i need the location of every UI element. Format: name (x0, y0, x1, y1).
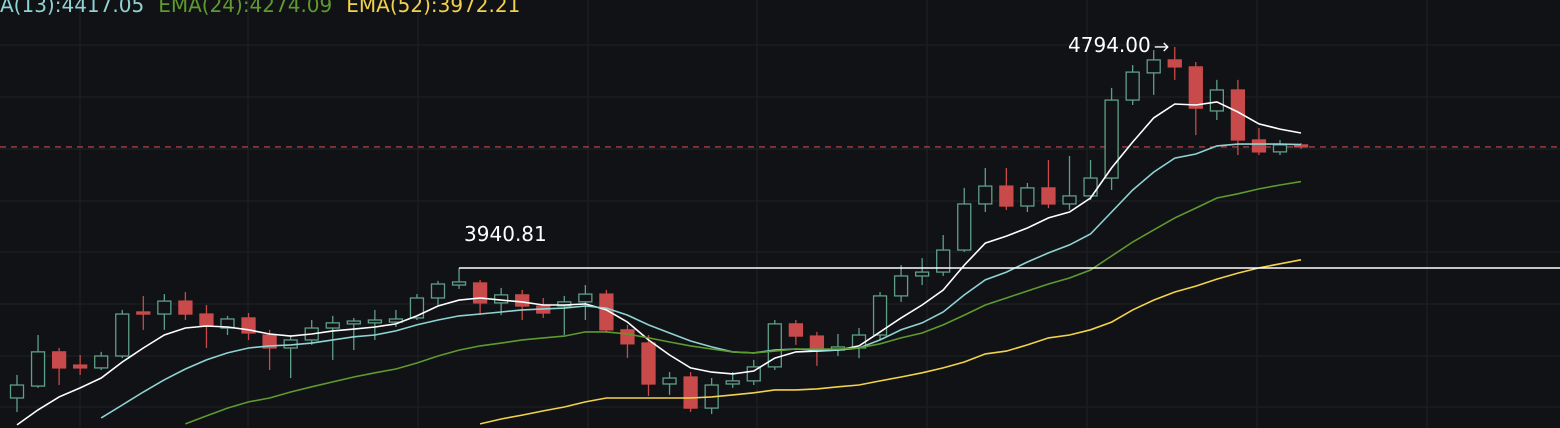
candle-body (1104, 99, 1119, 179)
candle-body (115, 313, 130, 357)
candle-body (936, 249, 951, 273)
candle-body (1125, 71, 1140, 101)
candle-body (957, 203, 972, 251)
candle-body (136, 311, 151, 315)
legend-entry: A(13):4417.05 (0, 0, 144, 17)
candle-body (430, 283, 446, 299)
candle-body (51, 351, 67, 369)
candle-body (515, 294, 530, 307)
candle-body (809, 335, 825, 351)
candle-body (999, 185, 1014, 207)
candle-body (767, 323, 782, 368)
legend-entry: EMA(52):3972.21 (346, 0, 520, 17)
indicator-line (16, 101, 1302, 426)
candle-body (157, 300, 172, 315)
indicator-line (185, 180, 1302, 425)
candle-body (893, 275, 909, 297)
candle-body (1293, 144, 1309, 148)
candle-body (367, 319, 383, 324)
candle-body (73, 364, 88, 369)
candle-body (94, 355, 109, 369)
candle-body (1209, 89, 1224, 112)
candle-body (9, 384, 25, 399)
candle-body (620, 329, 635, 345)
candle-body (578, 293, 593, 303)
candle-body (662, 377, 677, 385)
candle-body (325, 322, 340, 329)
candle-body (1188, 66, 1203, 109)
candle-body (346, 320, 361, 325)
candle-body (178, 300, 193, 315)
candle-body (978, 185, 993, 205)
legend-entry: EMA(24):4274.09 (158, 0, 332, 17)
annotation-arrow (1154, 42, 1169, 52)
candle-body (872, 295, 888, 336)
candle-body (788, 323, 803, 337)
candle-body (725, 380, 740, 385)
candle-body (1272, 144, 1288, 153)
indicator-line (100, 143, 1302, 419)
candle-body (746, 366, 761, 382)
candle-body (1041, 187, 1056, 205)
candle-body (1251, 139, 1267, 153)
candle-body (599, 293, 614, 331)
candle-body (409, 297, 425, 319)
annotation-label: 3940.81 (464, 222, 547, 246)
candle-body (451, 281, 467, 286)
candle-body (262, 334, 277, 349)
candle-body (915, 271, 930, 277)
candle-body (472, 282, 488, 304)
candle-body (220, 318, 235, 329)
candle-body (1020, 187, 1035, 207)
candle-body (1083, 177, 1098, 197)
candle-body (199, 313, 214, 327)
candle-body (1167, 59, 1182, 68)
candle-body (30, 351, 46, 387)
candle-body (641, 342, 656, 385)
candle-body (1062, 195, 1077, 205)
candle-body (683, 376, 698, 409)
indicator-line (479, 259, 1302, 425)
candle-body (1146, 59, 1161, 74)
annotation-label: 4794.00 (1068, 33, 1151, 57)
candle-body (388, 318, 404, 323)
